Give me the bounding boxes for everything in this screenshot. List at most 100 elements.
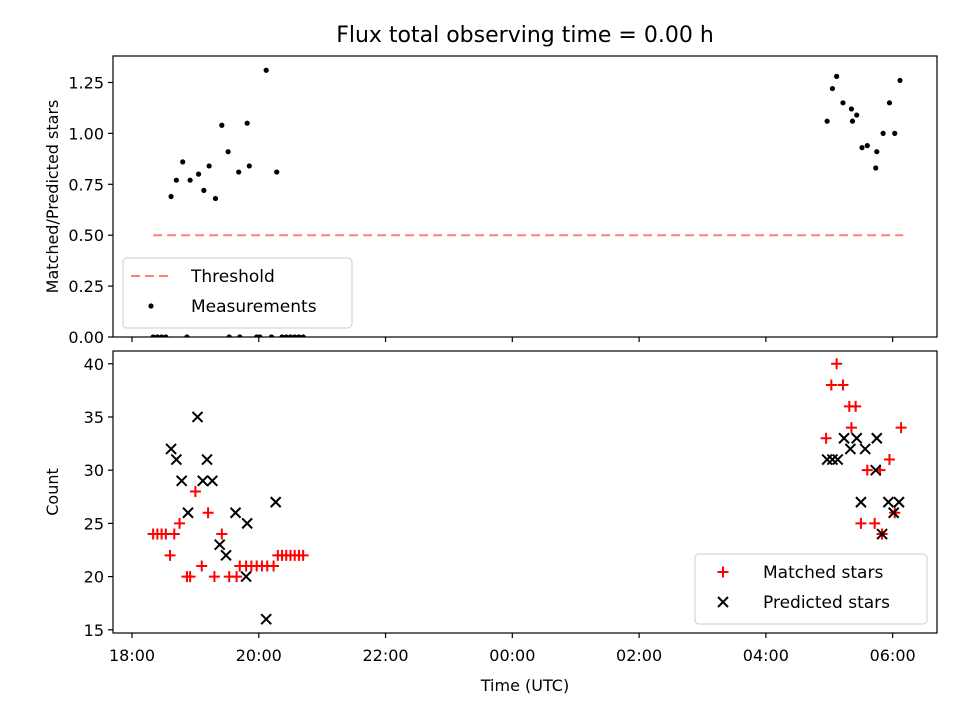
legend-label: Predicted stars	[763, 593, 890, 613]
data-point	[184, 334, 190, 337]
data-point	[168, 528, 180, 540]
x-tick-label: 18:00	[109, 646, 155, 665]
data-point	[874, 149, 880, 155]
data-points	[147, 358, 907, 625]
data-point	[297, 549, 309, 561]
data-point	[226, 334, 232, 337]
data-point	[201, 187, 207, 193]
data-point	[840, 100, 846, 106]
data-point	[246, 163, 252, 169]
y-tick-label: 0.75	[68, 175, 104, 194]
data-point	[274, 169, 280, 175]
data-point	[829, 85, 836, 92]
legend-box	[122, 257, 353, 329]
data-point	[861, 464, 873, 476]
data-point	[257, 334, 263, 337]
data-point	[851, 432, 863, 444]
y-tick-label: 20	[84, 568, 104, 587]
data-point	[849, 118, 856, 124]
x-tick-label: 00:00	[489, 646, 535, 665]
data-point	[148, 303, 154, 309]
data-point	[244, 120, 250, 126]
data-point	[202, 507, 214, 519]
data-point	[837, 379, 849, 391]
data-point	[855, 517, 867, 529]
data-point	[170, 453, 183, 466]
data-point	[887, 507, 900, 519]
data-point	[850, 400, 862, 412]
data-point	[292, 334, 298, 337]
data-point	[871, 432, 883, 444]
data-point	[168, 193, 174, 200]
data-point	[174, 517, 186, 529]
y-tick-label: 15	[84, 621, 104, 640]
data-point	[195, 171, 202, 177]
data-point	[831, 358, 843, 370]
legend-label: Matched stars	[763, 563, 883, 583]
data-point	[869, 517, 881, 529]
data-point	[213, 538, 226, 551]
legend: Threshold Measurements	[122, 257, 353, 329]
legend-box	[694, 553, 928, 625]
y-axis-label: Matched/Predicted stars	[43, 100, 62, 294]
data-point	[187, 177, 193, 183]
data-point	[296, 334, 302, 337]
data-point	[173, 177, 179, 183]
legend-label: Measurements	[191, 297, 317, 317]
data-point	[893, 496, 905, 508]
y-tick-label: 35	[84, 408, 104, 427]
count-panel: 18:00 20:00 22:00 00:00 02:00 04:00 06:00 15 20 2…	[43, 350, 938, 695]
data-point	[824, 118, 830, 124]
data-point	[882, 496, 895, 508]
data-point	[268, 334, 275, 337]
data-point	[855, 496, 867, 508]
x-tick-label: 20:00	[236, 646, 282, 665]
data-point	[240, 570, 252, 583]
data-point	[864, 142, 870, 149]
data-point	[237, 334, 243, 337]
data-point	[231, 571, 243, 583]
x-tick-label: 06:00	[870, 646, 916, 665]
data-point	[206, 475, 219, 487]
data-point	[825, 379, 837, 391]
data-point	[820, 432, 832, 444]
data-point	[717, 566, 729, 578]
data-point	[201, 453, 213, 466]
data-point	[717, 596, 729, 608]
axes-frame	[112, 350, 938, 634]
data-point	[196, 560, 208, 572]
data-point	[154, 334, 160, 337]
data-point	[236, 169, 242, 175]
data-point	[880, 130, 886, 136]
legend: Matched stars Predicted stars	[694, 553, 928, 625]
data-point	[197, 475, 209, 487]
data-point	[876, 528, 888, 540]
data-point	[283, 334, 289, 337]
data-point	[831, 453, 844, 466]
data-point	[241, 517, 253, 530]
data-point	[845, 422, 857, 434]
data-point	[895, 422, 907, 434]
data-point	[225, 149, 231, 155]
data-point	[897, 77, 903, 84]
data-point	[216, 528, 228, 540]
y-tick-label: 1.00	[68, 124, 104, 143]
y-axis-label: Count	[43, 468, 62, 516]
x-tick-label: 22:00	[362, 646, 408, 665]
data-point	[163, 334, 169, 337]
data-point	[260, 613, 272, 625]
data-point	[859, 145, 865, 151]
data-point	[873, 165, 879, 171]
data-point	[189, 485, 201, 497]
data-point	[182, 507, 194, 519]
data-point	[263, 67, 269, 73]
y-tick-label: 1.25	[68, 73, 104, 92]
data-point	[854, 112, 860, 118]
data-point	[164, 549, 176, 561]
data-point	[206, 163, 212, 169]
data-point	[848, 106, 855, 112]
data-point	[184, 571, 196, 583]
y-tick-label: 40	[84, 355, 104, 374]
data-point	[165, 443, 177, 455]
data-point	[269, 496, 282, 508]
